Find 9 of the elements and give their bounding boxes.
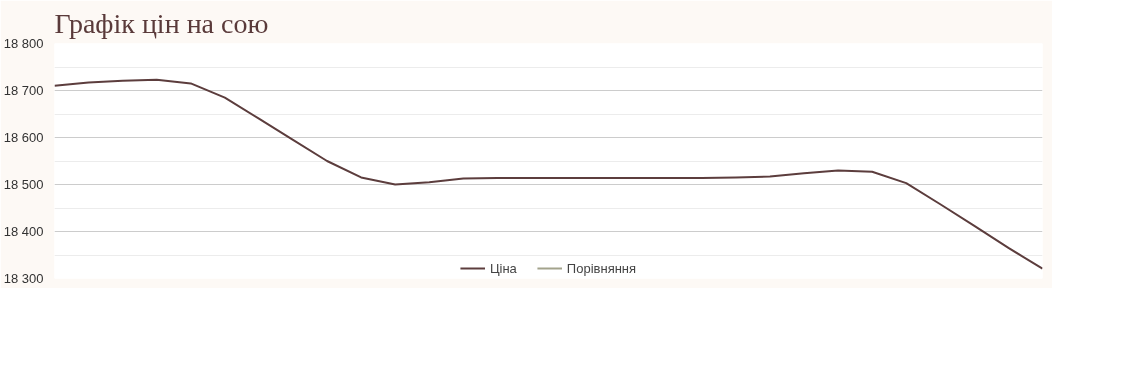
- legend-label: Ціна: [489, 260, 517, 276]
- y-tick-label: 18 700: [3, 83, 44, 98]
- chart-title: Графік цін на сою: [54, 7, 269, 39]
- y-tick-label: 18 500: [3, 177, 44, 192]
- y-tick-label: 18 400: [3, 224, 44, 239]
- y-tick-label: 18 300: [3, 271, 44, 286]
- legend-label: Порівняння: [566, 260, 637, 276]
- y-tick-label: 18 800: [3, 36, 44, 51]
- y-tick-label: 18 600: [3, 130, 44, 145]
